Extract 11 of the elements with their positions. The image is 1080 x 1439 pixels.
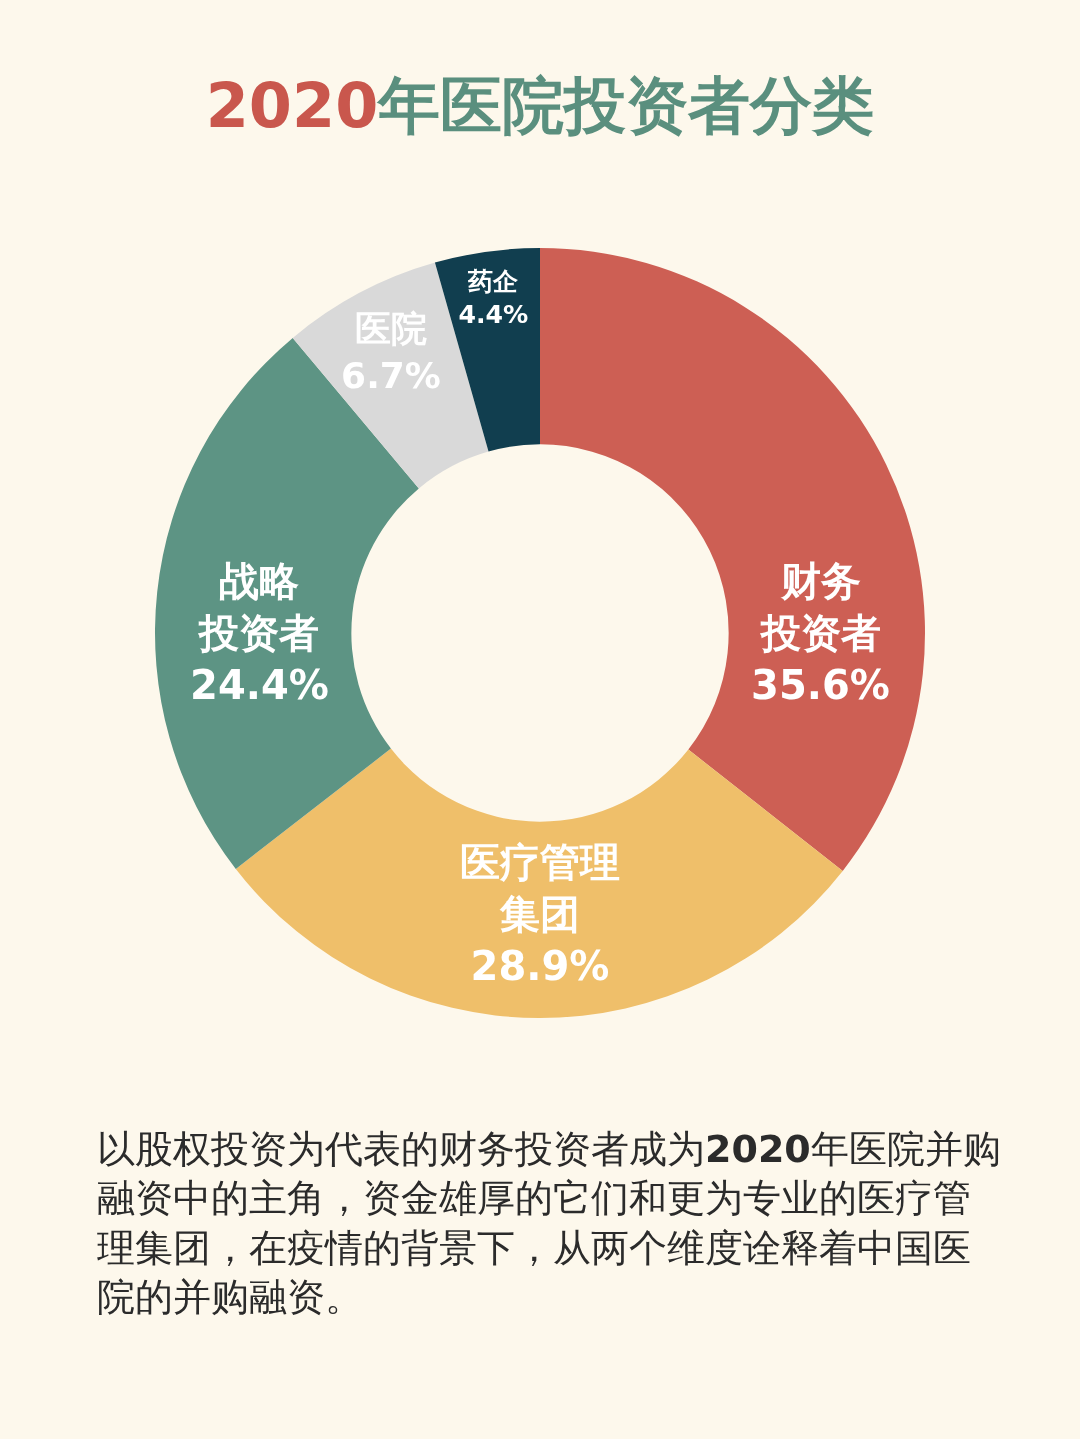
slice-label: 战略投资者 [197, 558, 320, 656]
chart-title: 2020年医院投资者分类 [205, 68, 875, 142]
slice-label: 药企 [467, 267, 519, 297]
data-label: 24.4% [190, 662, 329, 708]
data-label: 28.9% [470, 942, 610, 989]
donut-slice [235, 748, 843, 1018]
data-label: 4.4% [458, 300, 529, 330]
slice-label: 财务投资者 [758, 558, 881, 656]
data-label: 35.6% [751, 662, 890, 708]
slice-label: 医疗管理集团 [460, 838, 620, 937]
text: 以股权投资为代表的财务投资者成为2020年医院并购融资中的主角，资金雄厚的它们和更为专业的医疗管理集团，在疫情的背景下，从两个维度诠释着中国医院的并购融资。 [97, 1127, 1001, 1320]
